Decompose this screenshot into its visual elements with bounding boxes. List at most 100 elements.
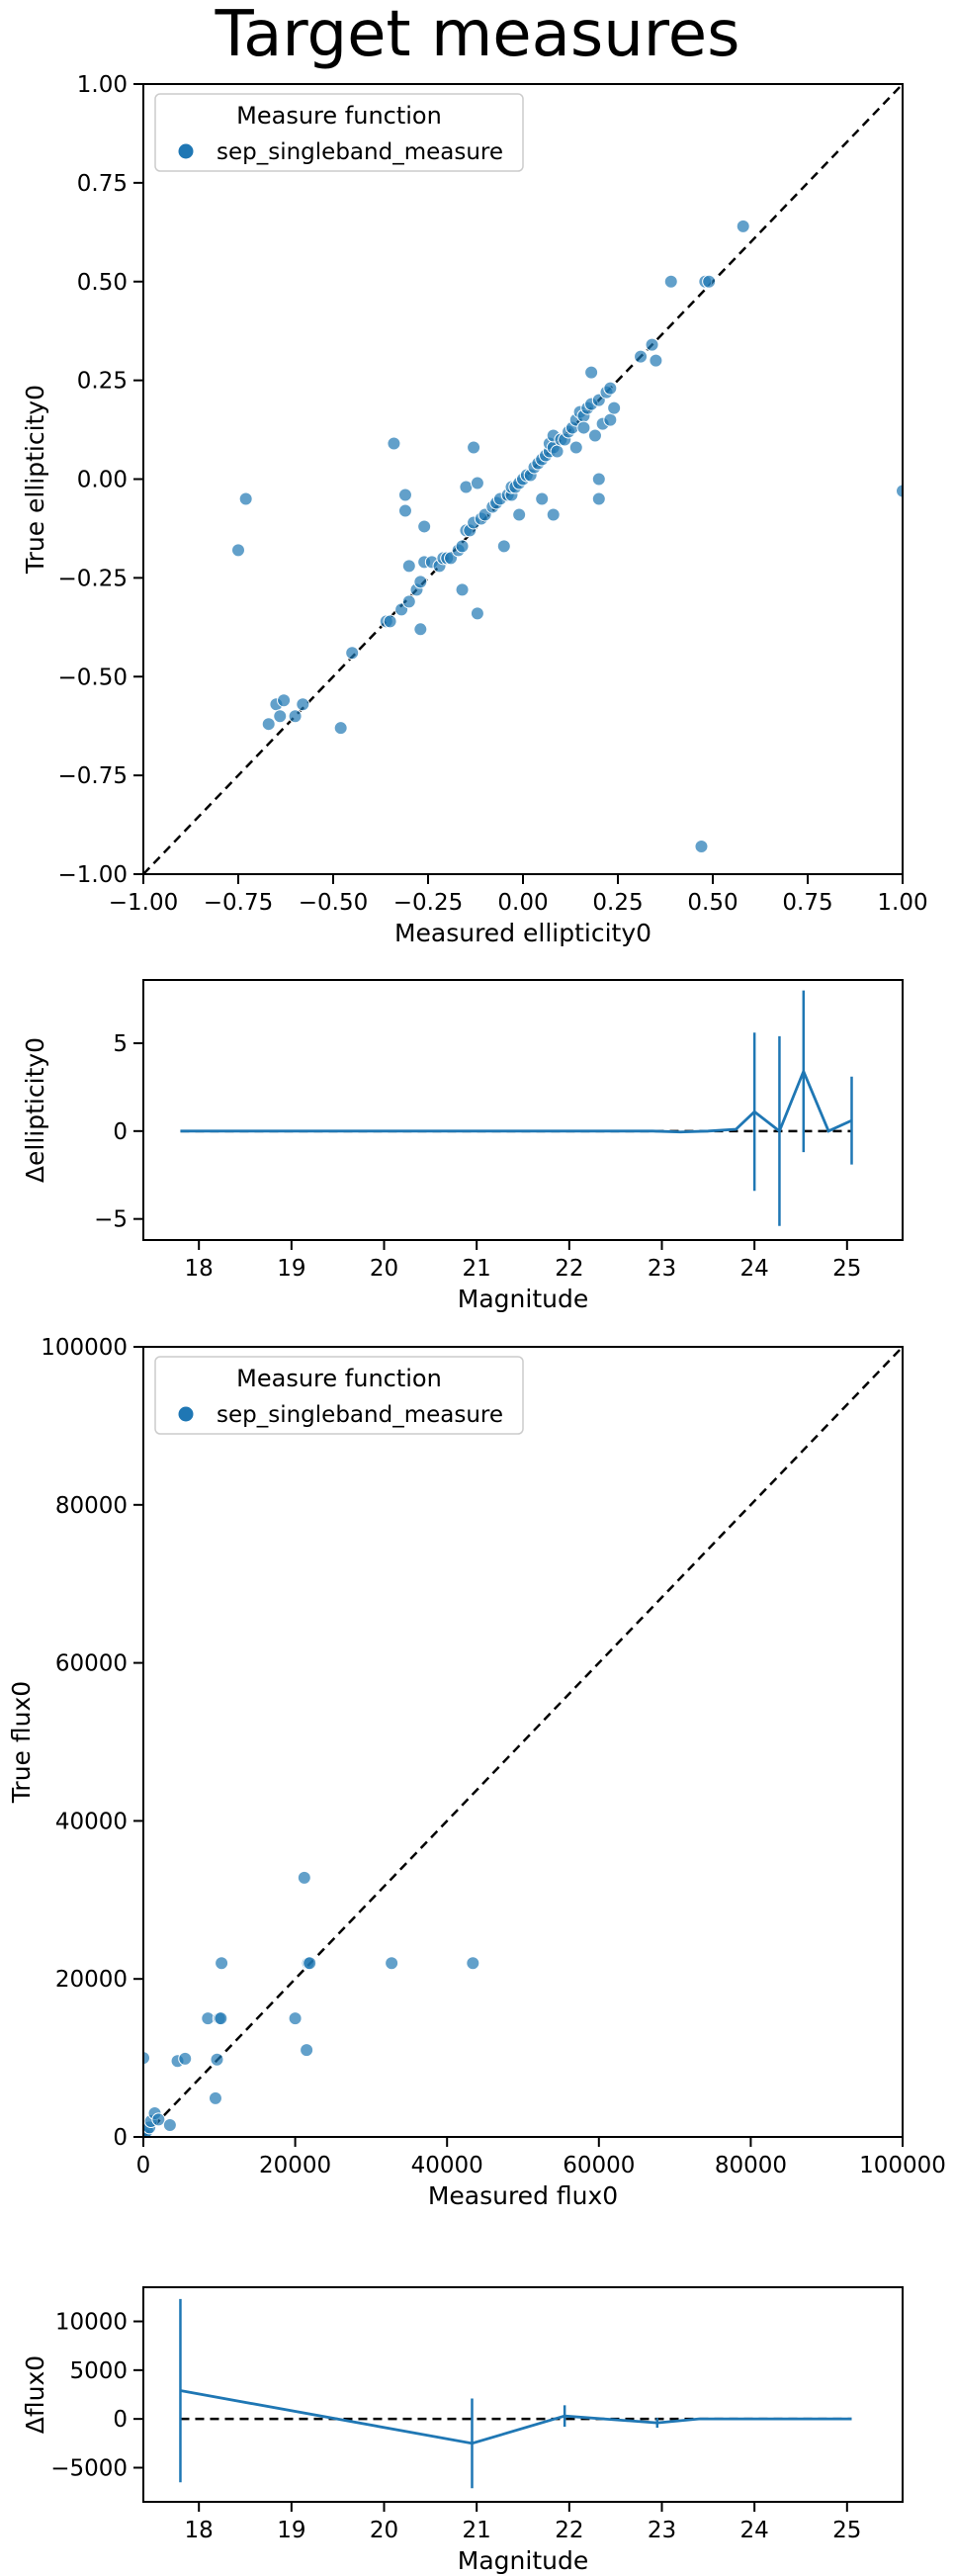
x-tick-label: 24 — [740, 2518, 769, 2543]
ellipticity-residual-panel: 18 19 20 21 22 23 24 25 −5 0 5 Magnitude Δellipticit… — [21, 979, 904, 1313]
data-point — [603, 412, 618, 427]
legend-box — [154, 1356, 524, 1435]
y-tick-label: 0.50 — [77, 270, 128, 296]
data-point — [413, 622, 428, 637]
data-point — [273, 709, 288, 724]
data-point — [413, 575, 428, 589]
data-point — [736, 219, 750, 233]
x-axis-label: Magnitude — [458, 2546, 588, 2575]
x-tick-label: 20000 — [259, 2153, 331, 2178]
legend-marker — [178, 1406, 194, 1422]
data-point — [535, 491, 550, 506]
ellipticity-scatter-panel: −1.00 −0.75 −0.50 −0.25 0.00 0.25 0.50 0.75 1.00… — [21, 72, 928, 947]
y-tick-label: 0.25 — [77, 369, 128, 395]
x-tick-label: 21 — [463, 1256, 491, 1282]
x-tick-label: 0.25 — [592, 890, 643, 916]
data-point — [591, 491, 606, 506]
data-point — [607, 400, 622, 415]
series-line — [180, 2389, 852, 2445]
data-point — [387, 436, 401, 451]
data-point — [702, 274, 717, 289]
x-tick-label: 0.75 — [782, 890, 832, 916]
data-point — [470, 606, 484, 621]
axes-frame — [142, 2286, 904, 2503]
data-point — [162, 2118, 177, 2133]
y-tick-label: 0 — [113, 2125, 128, 2151]
data-point — [333, 721, 348, 736]
x-tick-label: 20 — [370, 1256, 398, 1282]
y-tick-label: 100000 — [41, 1335, 128, 1361]
data-point — [645, 337, 659, 352]
x-tick-label: −0.75 — [204, 890, 273, 916]
identity-reference-line — [143, 84, 903, 874]
data-point — [397, 503, 412, 518]
y-tick-label: 0.75 — [77, 171, 128, 197]
x-tick-label: 19 — [277, 2518, 305, 2543]
legend-box — [154, 93, 524, 172]
data-point — [634, 349, 649, 364]
y-tick-label: −0.50 — [58, 665, 128, 690]
y-tick-label: 5000 — [69, 2358, 128, 2384]
data-point — [470, 476, 484, 490]
x-axis-label: Measured flux0 — [428, 2181, 618, 2210]
data-point — [238, 491, 253, 506]
data-point — [466, 1956, 480, 1971]
x-tick-label: 23 — [648, 1256, 676, 1282]
series-line — [180, 1067, 853, 1134]
plot-area — [143, 84, 903, 874]
data-point — [546, 507, 561, 522]
data-point — [300, 2043, 314, 2058]
data-point — [296, 697, 310, 712]
data-point — [591, 472, 606, 487]
y-tick-label: −0.25 — [58, 566, 128, 591]
data-point — [288, 709, 303, 724]
plot-area — [179, 2298, 852, 2489]
data-point — [277, 693, 292, 708]
x-axis-label: Measured ellipticity0 — [394, 919, 651, 947]
x-tick-label: 100000 — [859, 2153, 946, 2178]
data-point — [215, 1956, 229, 1971]
y-tick-label: −5 — [94, 1207, 128, 1233]
y-tick-label: 5 — [113, 1031, 128, 1057]
x-tick-label: 18 — [185, 2518, 214, 2543]
data-point — [151, 2112, 166, 2127]
axes-frame — [142, 1346, 904, 2138]
data-point — [231, 543, 245, 558]
y-axis-label: Δflux0 — [21, 2355, 49, 2434]
y-tick-label: 80000 — [55, 1493, 128, 1519]
y-axis-label: True ellipticity0 — [21, 385, 49, 575]
data-point — [214, 2011, 228, 2026]
data-point — [576, 420, 591, 435]
x-tick-label: 25 — [832, 1256, 861, 1282]
identity-reference-line — [143, 1347, 903, 2137]
data-point — [896, 484, 903, 498]
x-tick-label: 21 — [463, 2518, 491, 2543]
data-point — [663, 274, 678, 289]
data-point — [496, 539, 511, 554]
y-tick-label: 10000 — [55, 2310, 128, 2336]
data-point — [512, 507, 527, 522]
data-point — [550, 444, 564, 459]
x-tick-label: 0.00 — [497, 890, 548, 916]
x-tick-label: −1.00 — [109, 890, 178, 916]
data-point — [467, 440, 481, 455]
data-point — [297, 1870, 311, 1885]
data-point — [649, 353, 663, 368]
x-tick-label: 60000 — [563, 2153, 635, 2178]
data-point — [397, 488, 412, 502]
x-tick-label: 22 — [555, 2518, 583, 2543]
data-point — [417, 519, 432, 534]
x-tick-label: 23 — [648, 2518, 676, 2543]
axes-frame — [142, 979, 904, 1241]
data-point — [694, 840, 709, 854]
y-tick-label: −1.00 — [58, 862, 128, 888]
y-tick-label: 60000 — [55, 1651, 128, 1677]
data-point — [288, 2011, 303, 2026]
legend-title: Measure function — [236, 102, 442, 130]
y-tick-label: −0.75 — [58, 763, 128, 789]
x-tick-label: 25 — [832, 2518, 861, 2543]
y-tick-label: 20000 — [55, 1967, 128, 1993]
x-tick-label: 24 — [740, 1256, 769, 1282]
data-point — [455, 582, 470, 597]
